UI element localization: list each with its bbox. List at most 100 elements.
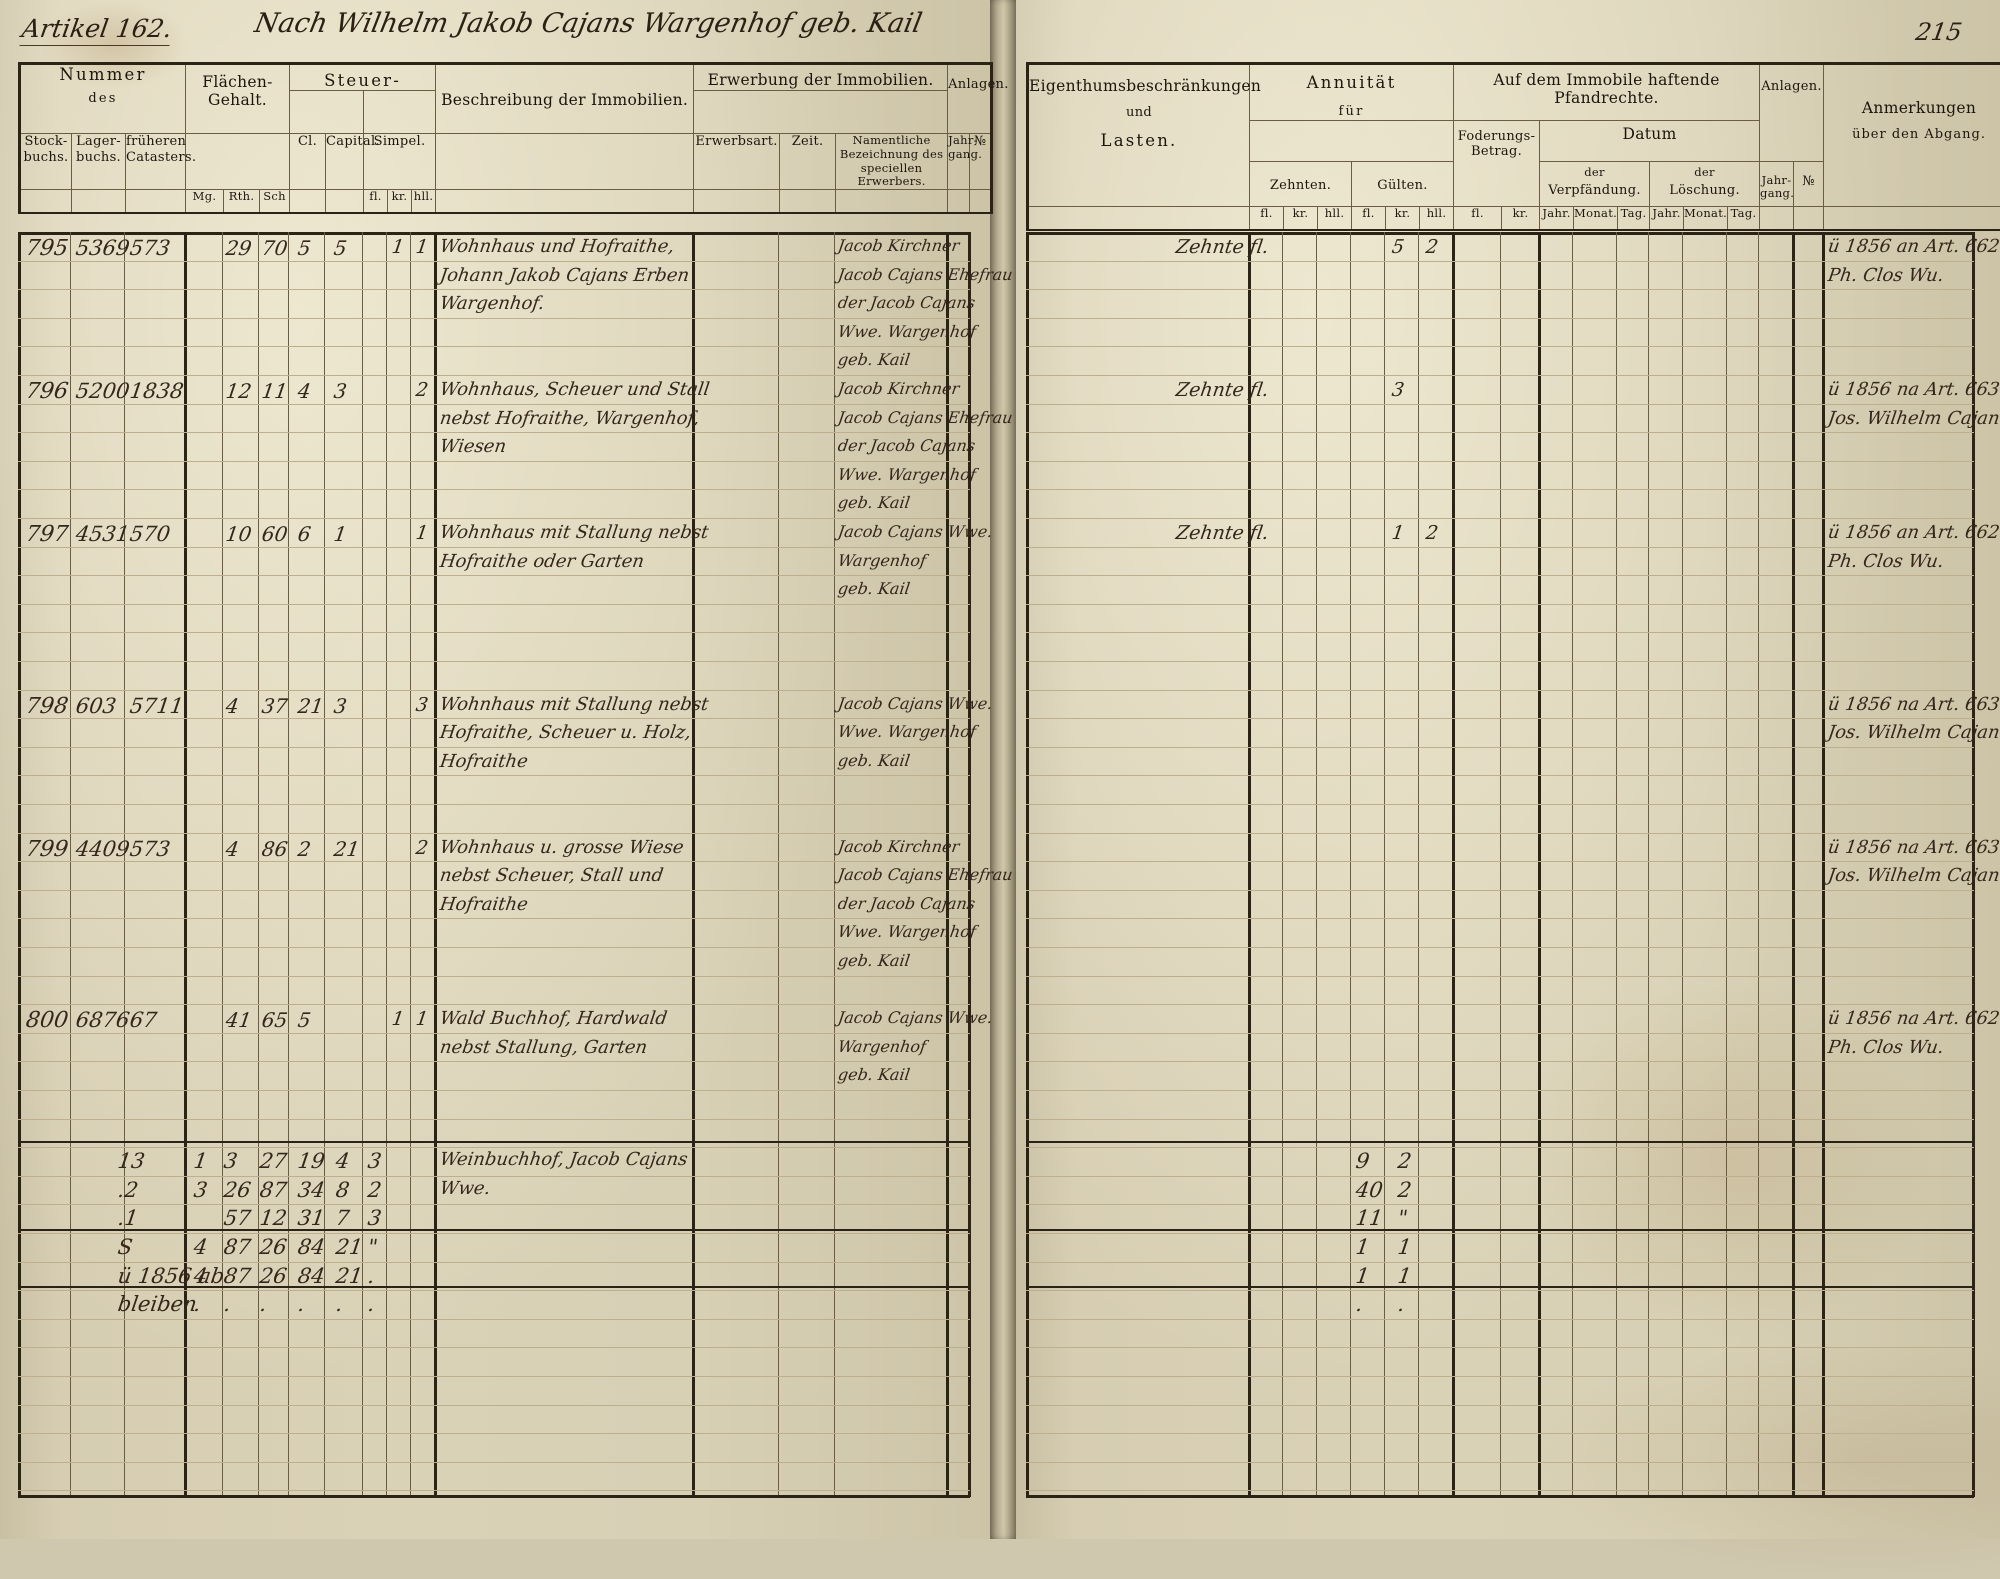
cell-capital: 21 — [332, 837, 361, 861]
ruled-line — [18, 661, 970, 662]
unit-simpel-hll: hll. — [412, 189, 436, 213]
summary-annuitaet-hll: . — [1396, 1292, 1406, 1316]
header-steuer-cl: Cl. — [290, 134, 326, 189]
cell-sch: 11 — [260, 379, 289, 403]
summary-rth: 87 — [222, 1235, 252, 1259]
header-verpfaendung: der Verpfändung. — [1540, 161, 1650, 206]
header-lagerbuch: Lager-buchs. — [72, 134, 126, 189]
summary-simpel: 3 — [366, 1206, 383, 1230]
cell-cl: 21 — [296, 694, 325, 718]
column-rule — [1316, 232, 1317, 1497]
cell-anmerkung-line: Ph. Clos Wu. — [1827, 551, 1946, 572]
summary-rth: . — [222, 1292, 232, 1316]
column-rule — [1572, 232, 1573, 1497]
ruled-line — [1026, 661, 1974, 662]
unit-cl — [290, 189, 326, 213]
header-steuer-simpel: Simpel. — [364, 134, 436, 189]
runit-anmerkungen — [1824, 206, 2000, 230]
column-rule — [362, 232, 363, 1497]
summary-desc: Weinbuchhof, Jacob Cajans — [439, 1149, 689, 1170]
cell-capital: 3 — [332, 694, 348, 718]
header-annuitaet-spacer — [1250, 120, 1454, 161]
left-caption-band: Artikel 162. Nach Wilhelm Jakob Cajans W… — [0, 0, 990, 60]
runit-lasten — [1028, 206, 1250, 230]
cell-beschreibung-line: Wald Buchhof, Hardwald — [439, 1008, 669, 1029]
cell-fruehere-cataster: 573 — [128, 236, 171, 260]
cell-annuitaet-zehnten-fl: Zehnte fl. — [1174, 379, 1270, 401]
ruled-line — [1026, 690, 1974, 691]
column-rule — [1682, 232, 1683, 1497]
runit-anl-nr — [1794, 206, 1824, 230]
cell-rth: 12 — [224, 379, 253, 403]
column-rule — [1248, 232, 1251, 1497]
article-label: Artikel 162. — [19, 14, 174, 46]
ruled-line — [1026, 833, 1974, 834]
cell-lagerbuch: 5369 — [74, 236, 131, 260]
cell-erwerber-line: Jacob Cajans Wwe. — [837, 694, 994, 713]
cell-rth: 10 — [224, 522, 253, 546]
cell-fruehere-cataster: 573 — [128, 837, 171, 861]
unit-simpel-fl: fl. — [364, 189, 388, 213]
summary-rth: 3 — [222, 1149, 239, 1173]
ruled-line — [1026, 632, 1974, 633]
cell-erwerber-line: Jacob Cajans Wwe. — [837, 522, 994, 541]
cell-simpel-kr: 1 — [390, 236, 405, 258]
cell-sch: 86 — [260, 837, 289, 861]
cell-erwerber-line: der Jacob Cajans — [837, 894, 977, 913]
ruled-line — [1026, 1319, 1974, 1320]
cell-stockbuch: 798 — [24, 694, 70, 719]
ruled-line — [1026, 1262, 1974, 1263]
column-rule — [1282, 232, 1283, 1497]
summary-label: .1 — [116, 1206, 139, 1230]
runit-anl-jahr — [1760, 206, 1794, 230]
summary-cl: 84 — [296, 1235, 326, 1259]
ruled-line — [18, 1347, 970, 1348]
ruled-line — [18, 1319, 970, 1320]
ruled-line — [1026, 1433, 1974, 1434]
cell-anmerkung-line: ü 1856 na Art. 663 — [1827, 379, 2000, 400]
runit-foderung-fl: fl. — [1454, 206, 1502, 230]
ruled-line — [1026, 547, 1974, 548]
book-gutter — [990, 0, 1016, 1539]
column-rule — [1726, 232, 1727, 1497]
runit-verpf-monat: Monat. — [1574, 206, 1618, 230]
ruled-line — [18, 775, 970, 776]
ruled-line — [18, 1433, 970, 1434]
ruled-line — [18, 547, 970, 548]
header-anlagen-jahrgang: Jahr-gang. — [948, 134, 970, 189]
cell-lagerbuch: 603 — [74, 694, 117, 718]
cell-simpel-kr: 1 — [390, 1008, 405, 1030]
unit-mg: Mg. — [186, 189, 224, 213]
cell-rth: 4 — [224, 694, 240, 718]
cell-erwerber-line: geb. Kail — [837, 350, 912, 369]
cell-fruehere-cataster: 5711 — [128, 694, 185, 718]
ruled-line — [18, 1141, 970, 1143]
ruled-line — [18, 1119, 970, 1120]
ruled-line — [1026, 1090, 1974, 1091]
cell-anmerkung-line: Jos. Wilhelm Cajan — [1827, 408, 2000, 429]
cell-beschreibung-line: Wohnhaus und Hofraithe, — [439, 236, 676, 257]
cell-rth: 29 — [224, 236, 253, 260]
cell-beschreibung-line: Wargenhof. — [439, 293, 546, 314]
ruled-line — [1026, 976, 1974, 977]
ruled-line — [1026, 1176, 1974, 1177]
column-rule — [1792, 232, 1795, 1497]
ruled-line — [1026, 1347, 1974, 1348]
runit-losch-tag: Tag. — [1728, 206, 1760, 230]
column-rule — [1758, 232, 1759, 1497]
ruled-line — [18, 575, 970, 576]
runit-verpf-tag: Tag. — [1618, 206, 1650, 230]
cell-erwerber-line: Jacob Cajans Ehefrau — [837, 265, 1014, 284]
summary-label: S — [116, 1235, 134, 1259]
ruled-line — [1026, 404, 1974, 405]
ruled-line — [1026, 890, 1974, 891]
summary-sch: 26 — [258, 1264, 288, 1288]
cell-erwerber-line: Jacob Cajans Wwe. — [837, 1008, 994, 1027]
right-page: Zuschreib 215 Eigenthumsbeschränkungen u… — [1016, 0, 2000, 1539]
summary-capital: 21 — [334, 1264, 364, 1288]
folio-number: 215 — [1914, 18, 1964, 46]
cell-lagerbuch: 5200 — [74, 379, 131, 403]
cell-stockbuch: 797 — [24, 522, 70, 547]
ruled-line — [18, 1405, 970, 1406]
